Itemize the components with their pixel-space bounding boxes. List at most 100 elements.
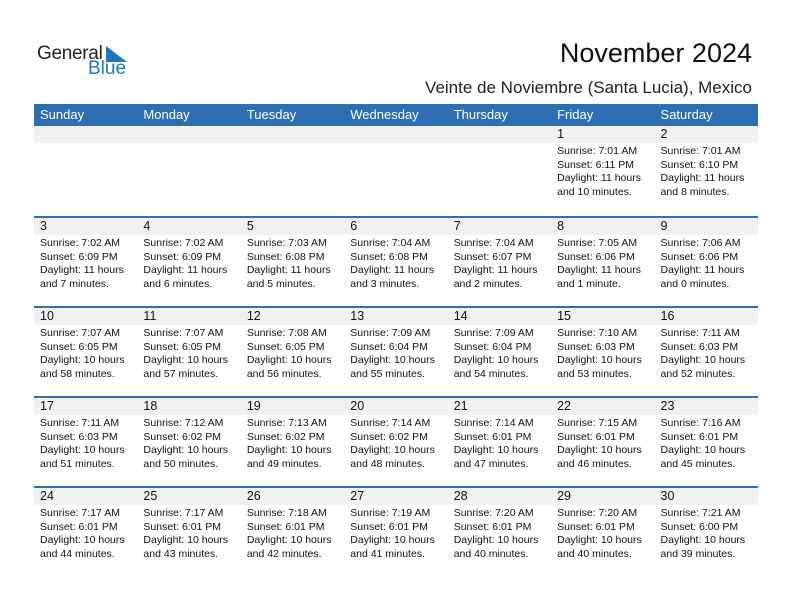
sunrise-text: Sunrise: 7:09 AM (453, 327, 534, 339)
sunset-text: Sunset: 6:07 PM (453, 250, 532, 263)
location-subtitle: Veinte de Noviembre (Santa Lucia), Mexic… (425, 78, 752, 97)
sunset-text: Sunset: 6:01 PM (40, 520, 118, 533)
daylight-text: Daylight: 10 hours (660, 444, 746, 456)
sun-info: Sunrise: 7:15 AM Sunset: 6:01 PM Daylight:… (557, 417, 654, 471)
weekday-friday: Friday (557, 107, 594, 122)
daylight-minutes-text: and 0 minutes. (660, 277, 730, 290)
day-cell: 3 Sunrise: 7:02 AM Sunset: 6:09 PM Daylight… (34, 218, 137, 306)
sun-info: Sunrise: 7:13 AM Sunset: 6:02 PM Daylight:… (247, 417, 344, 471)
day-cell: 19 Sunrise: 7:13 AM Sunset: 6:02 PM Dayligh… (241, 398, 344, 486)
week-row: 17 Sunrise: 7:11 AM Sunset: 6:03 PM Dayligh… (34, 396, 758, 486)
day-number: 14 (453, 309, 468, 323)
sunset-text: Sunset: 6:01 PM (453, 520, 532, 533)
sunrise-text: Sunrise: 7:17 AM (143, 507, 224, 519)
sunset-text: Sunset: 6:09 PM (40, 250, 118, 263)
day-number: 28 (453, 489, 468, 503)
day-number: 1 (557, 127, 565, 141)
sunrise-text: Sunrise: 7:14 AM (350, 417, 431, 429)
day-number: 18 (143, 399, 158, 413)
day-cell: 6 Sunrise: 7:04 AM Sunset: 6:08 PM Daylight… (344, 218, 447, 306)
daylight-text: Daylight: 10 hours (40, 534, 125, 546)
date-band (34, 398, 758, 415)
day-cell: 20 Sunrise: 7:14 AM Sunset: 6:02 PM Dayligh… (344, 398, 447, 486)
day-cell: 11 Sunrise: 7:07 AM Sunset: 6:05 PM Dayligh… (137, 308, 240, 396)
sun-info: Sunrise: 7:04 AM Sunset: 6:08 PM Daylight:… (350, 237, 447, 291)
day-number: 20 (350, 399, 365, 413)
day-number: 12 (246, 309, 261, 323)
daylight-text: Daylight: 10 hours (557, 354, 642, 366)
day-cell: 28 Sunrise: 7:20 AM Sunset: 6:01 PM Dayligh… (448, 488, 551, 576)
logo-triangle-icon (106, 46, 127, 62)
sun-info: Sunrise: 7:01 AM Sunset: 6:10 PM Daylight:… (661, 145, 758, 199)
sun-info: Sunrise: 7:20 AM Sunset: 6:01 PM Daylight:… (557, 507, 654, 561)
day-number: 27 (350, 489, 365, 503)
date-band (34, 308, 758, 325)
sunrise-text: Sunrise: 7:08 AM (246, 327, 327, 339)
daylight-text: Daylight: 10 hours (246, 354, 332, 366)
day-cell: 9 Sunrise: 7:06 AM Sunset: 6:06 PM Daylight… (655, 218, 758, 306)
daylight-text: Daylight: 11 hours (350, 264, 435, 276)
page-title: November 2024 (559, 38, 752, 68)
sun-info: Sunrise: 7:08 AM Sunset: 6:05 PM Daylight:… (247, 327, 344, 381)
day-number: 29 (557, 489, 572, 503)
sun-info: Sunrise: 7:02 AM Sunset: 6:09 PM Daylight:… (40, 237, 137, 291)
daylight-text: Daylight: 10 hours (143, 534, 229, 546)
sunrise-text: Sunrise: 7:05 AM (557, 237, 638, 249)
sunrise-text: Sunrise: 7:17 AM (40, 507, 120, 519)
sunset-text: Sunset: 6:01 PM (143, 520, 222, 533)
sun-info: Sunrise: 7:16 AM Sunset: 6:01 PM Daylight:… (661, 417, 758, 471)
daylight-minutes-text: and 43 minutes. (143, 547, 219, 560)
day-cell: 29 Sunrise: 7:20 AM Sunset: 6:01 PM Dayligh… (551, 488, 654, 576)
sun-info: Sunrise: 7:06 AM Sunset: 6:06 PM Daylight:… (661, 237, 758, 291)
daylight-text: Daylight: 11 hours (557, 264, 641, 276)
sunrise-text: Sunrise: 7:16 AM (660, 417, 741, 429)
weekday-wednesday: Wednesday (350, 107, 419, 122)
day-cell: 15 Sunrise: 7:10 AM Sunset: 6:03 PM Dayligh… (551, 308, 654, 396)
logo-word-blue: Blue (88, 58, 127, 79)
daylight-text: Daylight: 11 hours (246, 264, 331, 276)
sun-info: Sunrise: 7:11 AM Sunset: 6:03 PM Daylight:… (661, 327, 758, 381)
daylight-minutes-text: and 57 minutes. (143, 367, 219, 380)
sun-info: Sunrise: 7:09 AM Sunset: 6:04 PM Daylight:… (350, 327, 447, 381)
sunset-text: Sunset: 6:05 PM (246, 340, 325, 353)
sunrise-text: Sunrise: 7:14 AM (453, 417, 534, 429)
sun-info: Sunrise: 7:05 AM Sunset: 6:06 PM Daylight:… (557, 237, 654, 291)
sunrise-text: Sunrise: 7:01 AM (557, 145, 638, 157)
daylight-minutes-text: and 45 minutes. (660, 457, 736, 470)
daylight-minutes-text: and 3 minutes. (350, 277, 420, 290)
sunset-text: Sunset: 6:08 PM (246, 250, 325, 263)
day-number: 9 (660, 219, 668, 233)
sunset-text: Sunset: 6:11 PM (557, 158, 634, 171)
sunset-text: Sunset: 6:02 PM (246, 430, 325, 443)
daylight-text: Daylight: 11 hours (40, 264, 124, 276)
empty-day-cell (448, 126, 551, 216)
sunset-text: Sunset: 6:05 PM (40, 340, 118, 353)
weekday-thursday: Thursday (453, 107, 508, 122)
day-number: 22 (557, 399, 572, 413)
daylight-minutes-text: and 52 minutes. (660, 367, 736, 380)
day-number: 3 (40, 219, 47, 233)
day-cell: 23 Sunrise: 7:16 AM Sunset: 6:01 PM Dayligh… (655, 398, 758, 486)
day-cell: 14 Sunrise: 7:09 AM Sunset: 6:04 PM Dayligh… (448, 308, 551, 396)
daylight-minutes-text: and 5 minutes. (246, 277, 316, 290)
day-number: 19 (246, 399, 261, 413)
daylight-minutes-text: and 10 minutes. (557, 185, 632, 198)
day-number: 8 (557, 219, 565, 233)
day-cell: 25 Sunrise: 7:17 AM Sunset: 6:01 PM Dayligh… (137, 488, 240, 576)
daylight-minutes-text: and 2 minutes. (453, 277, 523, 290)
week-row: 24 Sunrise: 7:17 AM Sunset: 6:01 PM Dayligh… (34, 486, 758, 576)
daylight-text: Daylight: 10 hours (557, 534, 642, 546)
sunrise-text: Sunrise: 7:03 AM (246, 237, 327, 249)
sun-info: Sunrise: 7:17 AM Sunset: 6:01 PM Daylight:… (143, 507, 240, 561)
sunrise-text: Sunrise: 7:18 AM (246, 507, 327, 519)
day-number: 23 (660, 399, 675, 413)
week-row: 10 Sunrise: 7:07 AM Sunset: 6:05 PM Dayligh… (34, 306, 758, 396)
sun-info: Sunrise: 7:20 AM Sunset: 6:01 PM Daylight:… (454, 507, 551, 561)
daylight-text: Daylight: 10 hours (40, 354, 125, 366)
sunrise-text: Sunrise: 7:20 AM (557, 507, 638, 519)
daylight-text: Daylight: 10 hours (40, 444, 125, 456)
logo-word-general: General (37, 43, 103, 64)
sunset-text: Sunset: 6:03 PM (557, 340, 635, 353)
day-cell: 1 Sunrise: 7:01 AM Sunset: 6:11 PM Daylight… (551, 126, 654, 216)
sunrise-text: Sunrise: 7:19 AM (350, 507, 431, 519)
